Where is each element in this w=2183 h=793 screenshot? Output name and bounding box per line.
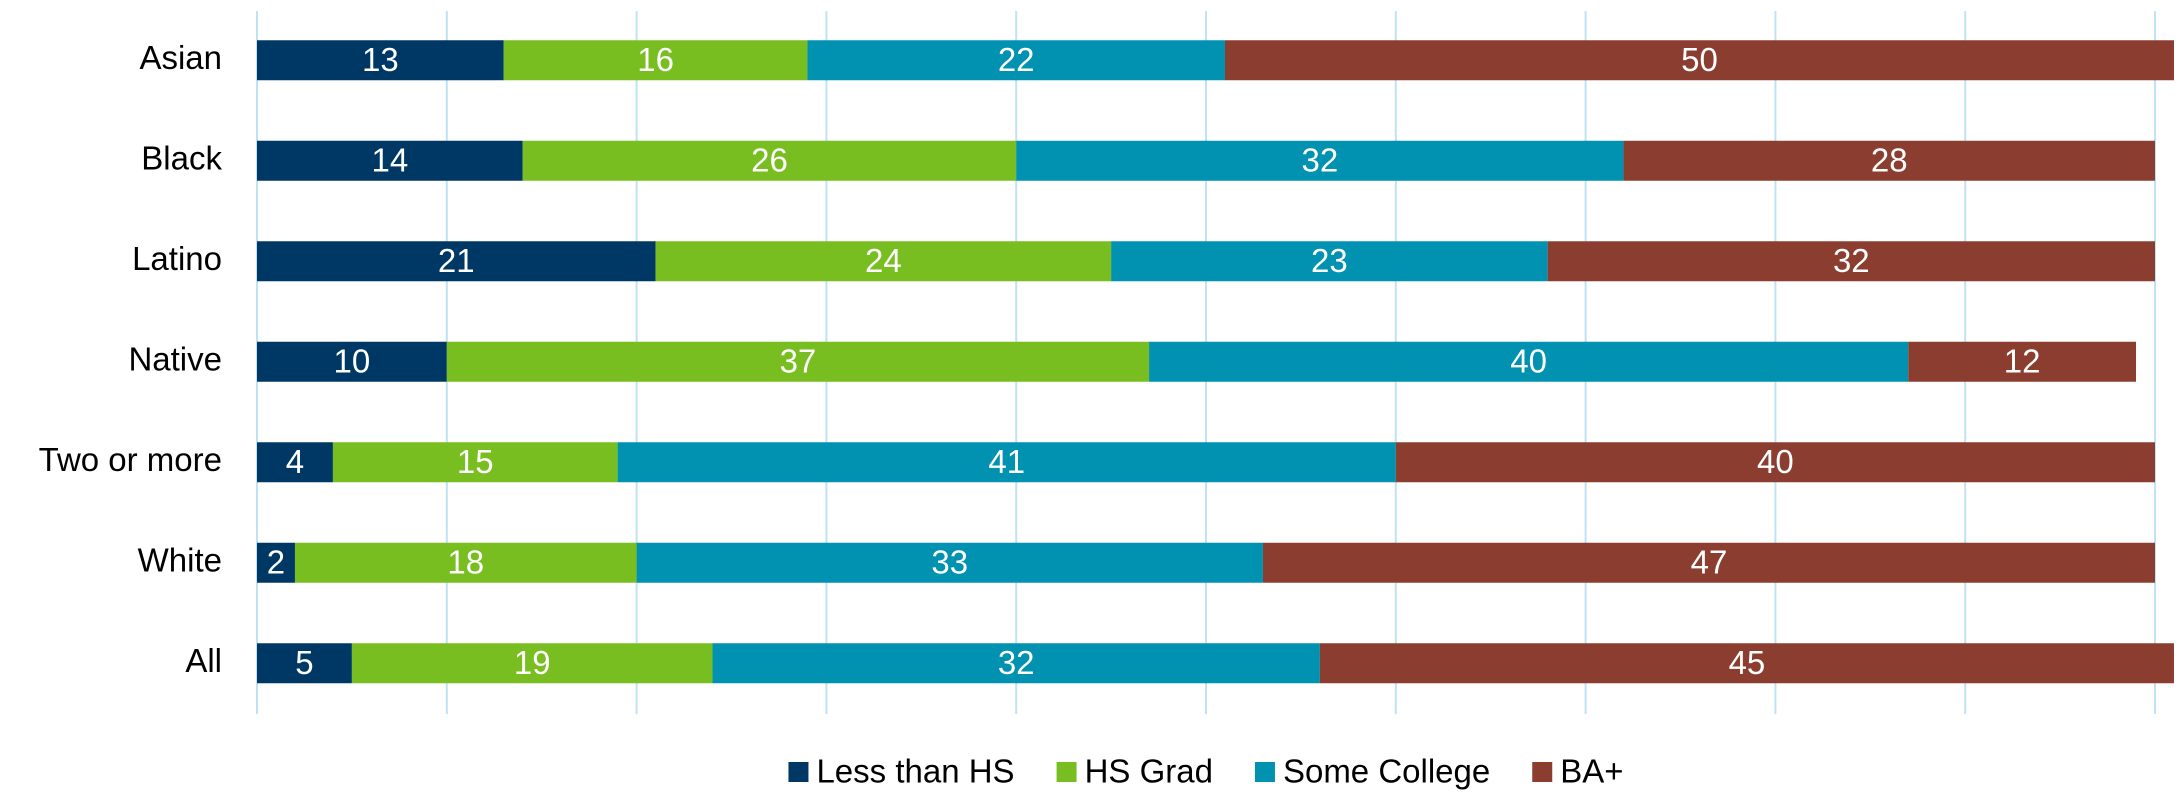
bar-segment [1224, 40, 2174, 81]
y-tick-label: Asian [139, 39, 222, 76]
bar-segment [522, 140, 1017, 181]
bar-segment [1262, 542, 2155, 583]
bar-segment [257, 542, 295, 583]
bar-segment [712, 643, 1320, 684]
bar-segment [636, 542, 1263, 583]
bar-segment [332, 442, 618, 483]
bar-segment [1016, 140, 1624, 181]
bar-segment [257, 140, 523, 181]
bar-segment [655, 241, 1112, 282]
legend-label: Some College [1283, 753, 1490, 790]
bar-segment [1623, 140, 2155, 181]
y-tick-label: Two or more [39, 441, 222, 478]
y-tick-label: All [185, 642, 222, 679]
bar-segment [257, 341, 447, 382]
bar-segment [1547, 241, 2155, 282]
data-label: 14 [372, 141, 409, 178]
data-label: 13 [362, 41, 399, 78]
data-label: 15 [457, 443, 494, 480]
data-label: 19 [514, 644, 551, 681]
y-tick-label: Latino [132, 240, 222, 277]
data-label: 40 [1510, 342, 1547, 379]
bar-segment [351, 643, 713, 684]
data-label: 12 [2004, 342, 2041, 379]
data-label: 37 [780, 342, 817, 379]
legend-label: BA+ [1560, 753, 1623, 790]
legend-label: Less than HS [816, 753, 1014, 790]
legend-swatch [1532, 762, 1553, 782]
bar-segment [1319, 643, 2174, 684]
bar-segment [807, 40, 1225, 81]
bar-segment [503, 40, 808, 81]
legend-swatch [1254, 762, 1275, 782]
data-label: 41 [988, 443, 1025, 480]
data-label: 26 [751, 141, 788, 178]
data-label: 32 [1833, 242, 1870, 279]
bar-segment [617, 442, 1396, 483]
bar-segment [446, 341, 1150, 382]
data-label: 40 [1757, 443, 1794, 480]
bar-segment [257, 442, 333, 483]
data-label: 32 [998, 644, 1035, 681]
bar-segment [1111, 241, 1548, 282]
bar-segment [1149, 341, 1909, 382]
data-label: 23 [1311, 242, 1348, 279]
legend-swatch [788, 762, 809, 782]
bar-segment [257, 241, 656, 282]
data-label: 24 [865, 242, 902, 279]
data-label: 50 [1681, 41, 1718, 78]
y-tick-label: Black [141, 139, 222, 176]
data-label: 10 [334, 342, 371, 379]
data-label: 5 [295, 644, 313, 681]
data-label: 21 [438, 242, 475, 279]
legend-label: HS Grad [1085, 753, 1213, 790]
bar-segment [294, 542, 637, 583]
data-label: 47 [1691, 543, 1728, 580]
bar-segment [1908, 341, 2137, 382]
data-label: 33 [931, 543, 968, 580]
data-label: 18 [447, 543, 484, 580]
data-label: 22 [998, 41, 1035, 78]
y-tick-label: Native [128, 340, 222, 377]
data-label: 4 [286, 443, 304, 480]
bar-segment [257, 40, 504, 81]
data-label: 45 [1729, 644, 1766, 681]
bar-segment [257, 643, 352, 684]
bar-segment [1395, 442, 2155, 483]
legend-swatch [1056, 762, 1077, 782]
data-label: 16 [637, 41, 674, 78]
y-tick-label: White [138, 541, 222, 578]
data-label: 28 [1871, 141, 1908, 178]
data-label: 2 [267, 543, 285, 580]
data-label: 32 [1302, 141, 1339, 178]
